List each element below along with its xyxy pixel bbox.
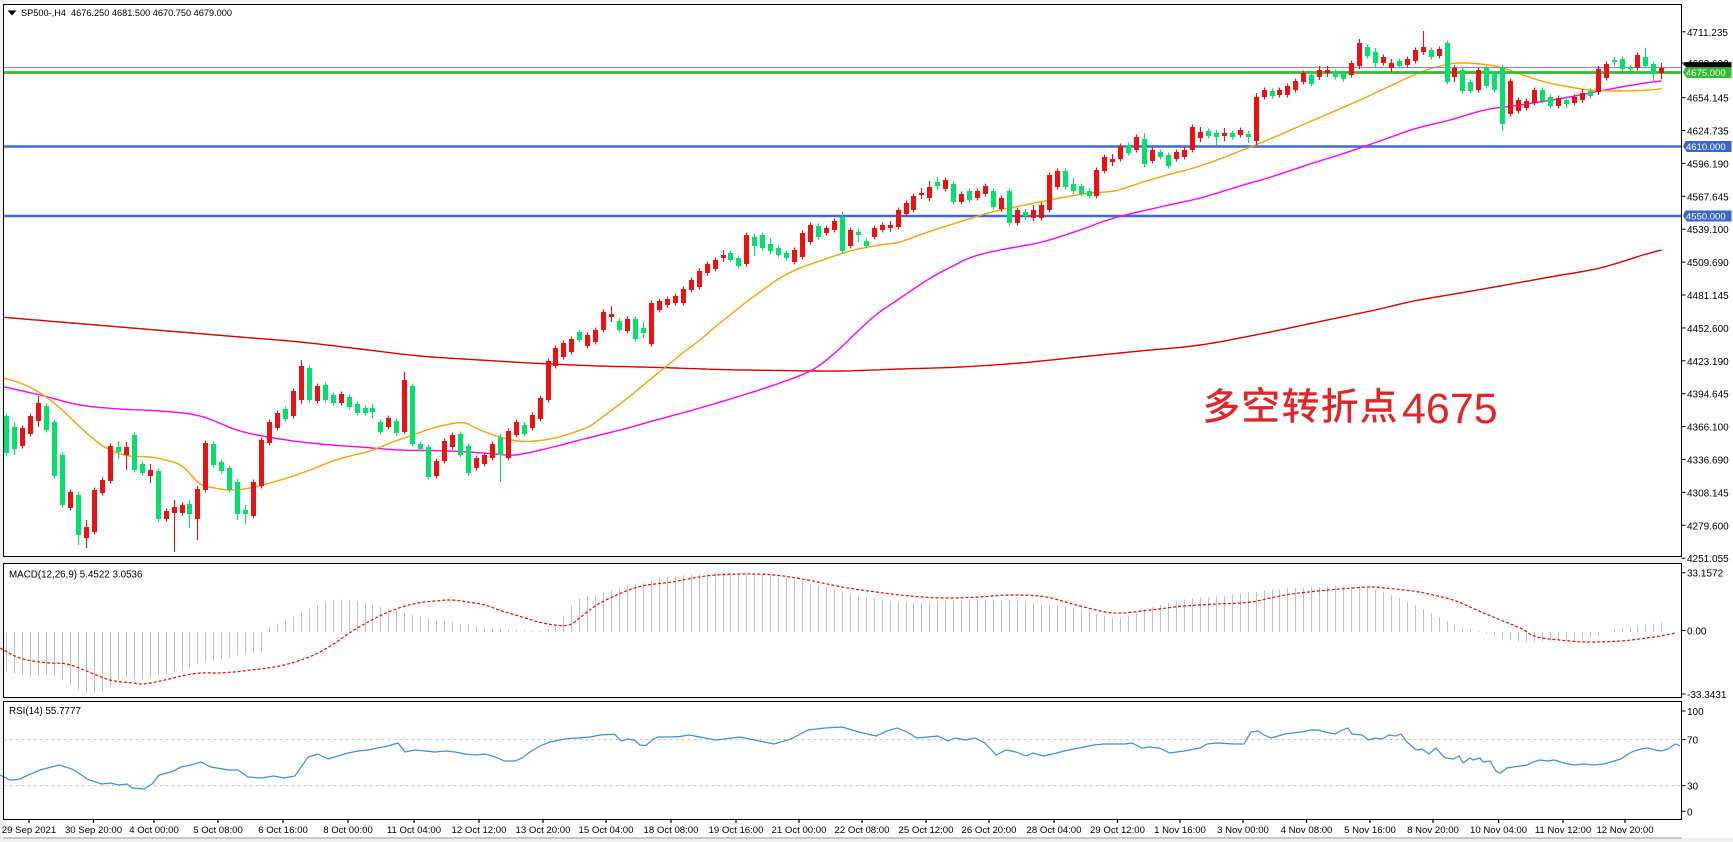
- svg-text:4336.690: 4336.690: [1687, 456, 1729, 467]
- svg-text:11 Oct 04:00: 11 Oct 04:00: [387, 825, 441, 836]
- svg-text:4 Oct 00:00: 4 Oct 00:00: [129, 825, 179, 836]
- svg-text:4366.100: 4366.100: [1687, 423, 1729, 434]
- svg-text:5 Nov 16:00: 5 Nov 16:00: [1344, 825, 1396, 836]
- svg-text:4423.190: 4423.190: [1687, 357, 1729, 368]
- svg-text:18 Oct 08:00: 18 Oct 08:00: [644, 825, 699, 836]
- svg-text:70: 70: [1687, 736, 1699, 747]
- svg-text:4654.145: 4654.145: [1687, 94, 1729, 105]
- svg-text:4481.145: 4481.145: [1687, 291, 1729, 302]
- svg-text:6 Oct 16:00: 6 Oct 16:00: [258, 825, 308, 836]
- svg-text:4279.600: 4279.600: [1687, 521, 1729, 532]
- svg-text:5 Oct 08:00: 5 Oct 08:00: [193, 825, 243, 836]
- svg-text:100: 100: [1687, 707, 1704, 718]
- svg-text:22 Oct 08:00: 22 Oct 08:00: [835, 825, 890, 836]
- svg-text:3 Nov 00:00: 3 Nov 00:00: [1217, 825, 1269, 836]
- svg-text:SP500-,H4 4676.250 4681.500 4: SP500-,H4 4676.250 4681.500 4670.750 467…: [21, 8, 232, 18]
- svg-text:33.1572: 33.1572: [1687, 569, 1724, 580]
- svg-text:21 Oct 00:00: 21 Oct 00:00: [772, 825, 827, 836]
- svg-text:29 Sep 2021: 29 Sep 2021: [2, 825, 56, 836]
- svg-text:MACD(12,26,9) 5.4522 3.0536: MACD(12,26,9) 5.4522 3.0536: [9, 570, 143, 581]
- svg-text:4675.000: 4675.000: [1686, 68, 1726, 79]
- svg-text:RSI(14) 55.7777: RSI(14) 55.7777: [9, 706, 81, 717]
- svg-text:4452.600: 4452.600: [1687, 324, 1729, 335]
- svg-text:30: 30: [1687, 782, 1699, 793]
- svg-text:30 Sep 20:00: 30 Sep 20:00: [65, 825, 122, 836]
- svg-text:4308.145: 4308.145: [1687, 488, 1729, 499]
- svg-text:4550.000: 4550.000: [1686, 212, 1726, 223]
- svg-text:12 Nov 20:00: 12 Nov 20:00: [1596, 825, 1653, 836]
- svg-text:19 Oct 16:00: 19 Oct 16:00: [709, 825, 764, 836]
- svg-text:13 Oct 20:00: 13 Oct 20:00: [516, 825, 571, 836]
- svg-text:-33.3431: -33.3431: [1687, 690, 1727, 701]
- svg-text:4596.190: 4596.190: [1687, 159, 1729, 170]
- svg-text:4509.690: 4509.690: [1687, 258, 1729, 269]
- svg-text:8 Nov 20:00: 8 Nov 20:00: [1407, 825, 1459, 836]
- svg-text:4 Nov 08:00: 4 Nov 08:00: [1281, 825, 1333, 836]
- svg-text:0: 0: [1687, 807, 1693, 818]
- svg-text:10 Nov 04:00: 10 Nov 04:00: [1470, 825, 1527, 836]
- svg-text:4394.645: 4394.645: [1687, 390, 1729, 401]
- svg-text:4675: 4675: [1402, 385, 1498, 433]
- svg-text:4711.235: 4711.235: [1687, 28, 1728, 39]
- svg-text:15 Oct 04:00: 15 Oct 04:00: [579, 825, 634, 836]
- svg-text:4539.100: 4539.100: [1687, 225, 1729, 236]
- svg-text:0.00: 0.00: [1687, 627, 1707, 638]
- svg-text:4624.735: 4624.735: [1687, 127, 1729, 138]
- svg-text:25 Oct 12:00: 25 Oct 12:00: [899, 825, 954, 836]
- svg-text:4251.055: 4251.055: [1687, 554, 1729, 565]
- svg-text:4567.645: 4567.645: [1687, 192, 1729, 203]
- svg-text:4610.000: 4610.000: [1686, 142, 1726, 153]
- svg-text:29 Oct 12:00: 29 Oct 12:00: [1090, 825, 1145, 836]
- svg-text:1 Nov 16:00: 1 Nov 16:00: [1154, 825, 1206, 836]
- svg-text:12 Oct 12:00: 12 Oct 12:00: [452, 825, 507, 836]
- svg-text:28 Oct 04:00: 28 Oct 04:00: [1027, 825, 1082, 836]
- svg-text:11 Nov 12:00: 11 Nov 12:00: [1535, 825, 1591, 836]
- svg-text:8 Oct 00:00: 8 Oct 00:00: [323, 825, 373, 836]
- svg-text:26 Oct 20:00: 26 Oct 20:00: [962, 825, 1017, 836]
